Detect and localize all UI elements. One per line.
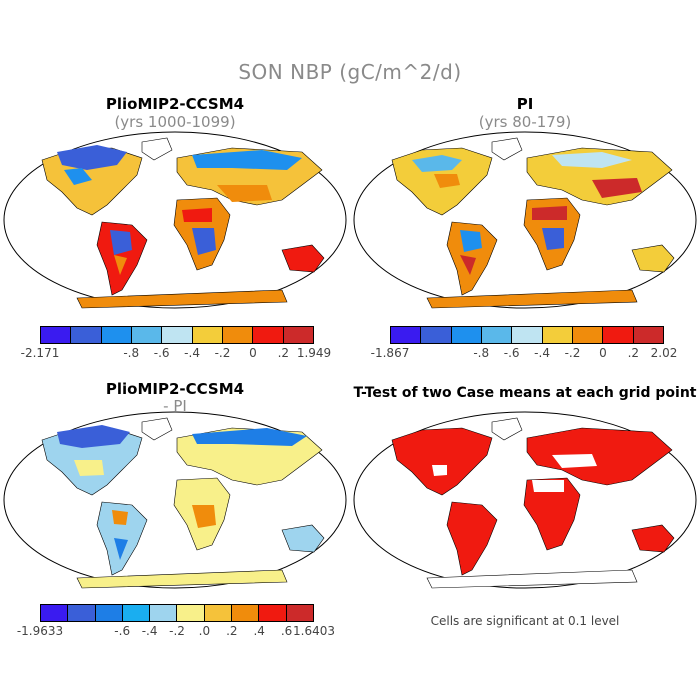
- cbar-swatch: [603, 327, 634, 343]
- cbar-tick-label: 1.6403: [293, 624, 335, 638]
- cbar-tick-label: -.6: [153, 346, 170, 360]
- colorbar-pi: [390, 326, 664, 344]
- panel-pi-title: PI: [516, 95, 534, 113]
- antarctica: [426, 569, 638, 589]
- cbar-swatch: [451, 327, 482, 343]
- antarctica: [76, 289, 288, 309]
- cbar-swatch: [204, 605, 233, 621]
- cbar-tick-label: 2.02: [650, 346, 678, 360]
- ttest-note: Cells are significant at 0.1 level: [430, 614, 620, 628]
- cbar-swatch: [95, 605, 123, 621]
- colorbar-diff: [40, 604, 314, 622]
- panel-pliomip-title: PlioMIP2-CCSM4: [105, 95, 245, 113]
- panel-diff-title: PlioMIP2-CCSM4: [105, 380, 245, 398]
- cbar-swatch: [391, 327, 422, 343]
- cbar-swatch: [283, 327, 313, 343]
- cbar-tick-label: .2: [277, 346, 290, 360]
- cbar-tick-label: -1.9633: [16, 624, 64, 638]
- continent-australia: [281, 524, 325, 553]
- continent-north-america: [391, 427, 493, 496]
- cbar-swatch: [71, 327, 102, 343]
- greenland: [141, 417, 173, 441]
- continent-south-america: [96, 501, 148, 576]
- map-pliomip: [3, 131, 347, 309]
- cbar-swatch: [512, 327, 543, 343]
- cbar-tick-label: .6: [280, 624, 293, 638]
- cbar-swatch: [222, 327, 254, 343]
- cbar-swatch: [150, 605, 178, 621]
- cbar-tick-label: -.4: [184, 346, 200, 360]
- continent-australia: [631, 524, 675, 553]
- cbar-swatch: [192, 327, 223, 343]
- greenland: [491, 137, 523, 161]
- cbar-swatch: [131, 327, 163, 343]
- map-pi: [353, 131, 697, 309]
- greenland: [491, 417, 523, 441]
- antarctica: [76, 569, 288, 589]
- cbar-tick-label: -.6: [503, 346, 520, 360]
- cbar-tick-label: -2.171: [20, 346, 60, 360]
- greenland: [141, 137, 173, 161]
- cbar-tick-label: -.8: [123, 346, 140, 360]
- cbar-tick-label: .2: [627, 346, 640, 360]
- cbar-tick-label: -.4: [141, 624, 158, 638]
- map-diff: [3, 411, 347, 589]
- panel-ttest-title: T-Test of two Case means at each grid po…: [353, 385, 697, 401]
- panel-pliomip-subtitle: (yrs 1000-1099): [114, 113, 236, 131]
- cbar-swatch: [542, 327, 573, 343]
- continent-africa: [523, 477, 581, 551]
- cbar-swatch: [122, 605, 151, 621]
- cbar-swatch: [633, 327, 663, 343]
- antarctica: [426, 289, 638, 309]
- cbar-swatch: [286, 605, 313, 621]
- continent-australia: [631, 244, 675, 273]
- cbar-swatch: [259, 605, 287, 621]
- cbar-tick-label: .0: [198, 624, 211, 638]
- cbar-tick-label: 1.949: [296, 346, 332, 360]
- cbar-tick-label: -1.867: [370, 346, 410, 360]
- cbar-swatch: [41, 327, 72, 343]
- cbar-swatch: [572, 327, 604, 343]
- cbar-tick-label: -.2: [169, 624, 185, 638]
- colorbar-pi-labels: -1.867 -.8 -.6 -.4 -.2 0 .2 2.02: [371, 346, 678, 362]
- panel-pi-subtitle: (yrs 80-179): [478, 113, 572, 131]
- colorbar-pliomip-labels: -2.171 -.8 -.6 -.4 -.2 0 .2 1.949: [21, 346, 332, 362]
- cbar-tick-label: -.4: [534, 346, 550, 360]
- cbar-swatch: [481, 327, 513, 343]
- cbar-swatch: [253, 327, 284, 343]
- cbar-swatch: [177, 605, 205, 621]
- continent-eurasia: [526, 427, 673, 486]
- cbar-tick-label: 0: [249, 346, 257, 360]
- cbar-tick-label: -.8: [473, 346, 490, 360]
- continent-australia: [281, 244, 325, 273]
- colorbar-diff-labels: -1.9633 -.6 -.4 -.2 .0 .2 .4 .6 1.6403: [17, 624, 335, 640]
- cbar-tick-label: 0: [599, 346, 607, 360]
- cbar-swatch: [101, 327, 132, 343]
- cbar-tick-label: -.2: [564, 346, 581, 360]
- cbar-tick-label: -.6: [114, 624, 131, 638]
- cbar-tick-label: .4: [253, 624, 265, 638]
- map-ttest: [353, 411, 697, 589]
- cbar-swatch: [232, 605, 260, 621]
- panel-diff-subtitle: - PI: [163, 397, 187, 415]
- continent-south-america: [446, 501, 498, 576]
- cbar-swatch: [162, 327, 193, 343]
- figure-title: SON NBP (gC/m^2/d): [238, 60, 462, 84]
- cbar-swatch: [421, 327, 452, 343]
- cbar-tick-label: .2: [226, 624, 238, 638]
- cbar-tick-label: -.2: [214, 346, 231, 360]
- colorbar-pliomip: [40, 326, 314, 344]
- cbar-swatch: [68, 605, 96, 621]
- cbar-swatch: [41, 605, 69, 621]
